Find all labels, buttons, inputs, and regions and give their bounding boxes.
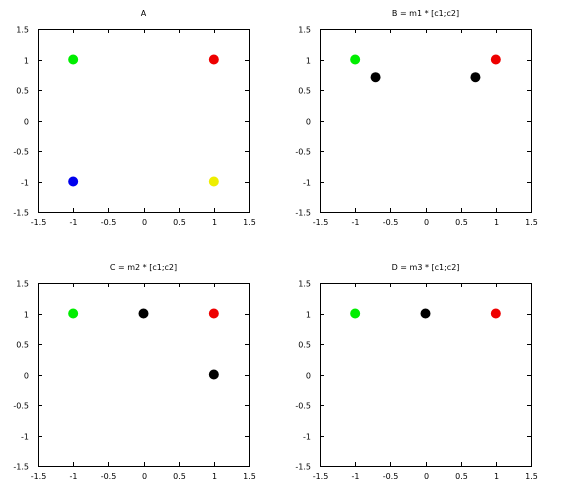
chart-title: D = m3 * [c1;c2] bbox=[392, 263, 460, 272]
x-tick-label: -0.5 bbox=[101, 472, 117, 481]
y-tick-label: -0.5 bbox=[13, 148, 29, 157]
data-point bbox=[68, 176, 79, 187]
y-tick-label: -1 bbox=[303, 433, 311, 442]
y-tick-label: 0 bbox=[24, 372, 29, 381]
x-tick-label: -1.5 bbox=[31, 218, 47, 227]
y-tick-label: -1.5 bbox=[295, 463, 311, 472]
data-point bbox=[420, 308, 431, 319]
y-tick-label: 0.5 bbox=[298, 87, 311, 96]
data-point bbox=[370, 72, 381, 83]
y-tick-label: 1.5 bbox=[298, 280, 311, 289]
data-point bbox=[208, 369, 219, 380]
x-tick-label: -1 bbox=[70, 472, 78, 481]
chart-title: C = m2 * [c1;c2] bbox=[110, 263, 177, 272]
data-point bbox=[208, 308, 219, 319]
x-tick-label: -0.5 bbox=[383, 472, 399, 481]
y-tick-label: 1 bbox=[306, 57, 311, 66]
y-tick-label: 0 bbox=[306, 372, 311, 381]
x-tick-label: 0 bbox=[424, 218, 429, 227]
data-point bbox=[208, 54, 219, 65]
x-tick-label: 0 bbox=[142, 218, 147, 227]
data-point bbox=[470, 72, 481, 83]
x-tick-label: -0.5 bbox=[101, 218, 117, 227]
x-tick-label: -1.5 bbox=[313, 218, 329, 227]
data-point bbox=[68, 308, 79, 319]
x-tick-label: -0.5 bbox=[383, 218, 399, 227]
x-tick-label: 0.5 bbox=[455, 472, 468, 481]
y-tick-label: -0.5 bbox=[295, 402, 311, 411]
x-tick-label: -1 bbox=[70, 218, 78, 227]
x-tick-label: -1.5 bbox=[313, 472, 329, 481]
x-tick-label: -1.5 bbox=[31, 472, 47, 481]
data-point bbox=[68, 54, 79, 65]
subplot-2: B = m1 * [c1;c2] -1.5 -1 -0.5 0 0.5 1 1.5 1.5 1 0.… bbox=[295, 9, 537, 227]
y-tick-label: 0.5 bbox=[16, 341, 29, 350]
x-tick-label: 1.5 bbox=[243, 472, 256, 481]
x-tick-label: -1 bbox=[352, 472, 360, 481]
x-tick-label: -1 bbox=[352, 218, 360, 227]
chart-title: B = m1 * [c1;c2] bbox=[392, 9, 459, 18]
x-tick-label: 0.5 bbox=[173, 472, 186, 481]
data-point bbox=[208, 176, 219, 187]
data-point bbox=[490, 54, 501, 65]
data-point bbox=[350, 54, 361, 65]
subplot-4: D = m3 * [c1;c2] -1.5 -1 -0.5 0 0.5 1 1.5 1.5 1 0.… bbox=[295, 263, 537, 481]
x-tick-label: 1 bbox=[494, 218, 499, 227]
subplot-1: A -1.5 -1 -0.5 0 0.5 1 1.5 1.5 1 0.5 0 -0.5 -1 -1.5 bbox=[13, 9, 255, 227]
y-tick-label: 1.5 bbox=[16, 280, 29, 289]
y-tick-label: -1.5 bbox=[13, 209, 29, 218]
chart-title: A bbox=[141, 9, 147, 18]
x-tick-label: 1.5 bbox=[525, 218, 538, 227]
data-point bbox=[350, 308, 361, 319]
y-tick-label: 0 bbox=[24, 118, 29, 127]
y-tick-label: -1.5 bbox=[13, 463, 29, 472]
y-tick-label: -1.5 bbox=[295, 209, 311, 218]
x-tick-label: 1.5 bbox=[243, 218, 256, 227]
y-tick-label: 0.5 bbox=[16, 87, 29, 96]
x-tick-label: 0 bbox=[424, 472, 429, 481]
data-point bbox=[138, 308, 149, 319]
x-tick-label: 1 bbox=[494, 472, 499, 481]
x-tick-label: 1 bbox=[212, 472, 217, 481]
y-tick-label: -0.5 bbox=[295, 148, 311, 157]
y-tick-label: 0 bbox=[306, 118, 311, 127]
y-tick-label: 1.5 bbox=[298, 26, 311, 35]
y-tick-label: -1 bbox=[21, 433, 29, 442]
subplot-3: C = m2 * [c1;c2] -1.5 -1 -0.5 0 0.5 1 1.5 1.5 1 0.… bbox=[13, 263, 255, 481]
data-point bbox=[490, 308, 501, 319]
x-tick-label: 0 bbox=[142, 472, 147, 481]
y-tick-label: 1 bbox=[306, 311, 311, 320]
x-tick-label: 0.5 bbox=[173, 218, 186, 227]
y-tick-label: 1 bbox=[24, 311, 29, 320]
x-tick-label: 0.5 bbox=[455, 218, 468, 227]
y-tick-label: -0.5 bbox=[13, 402, 29, 411]
y-tick-label: -1 bbox=[21, 179, 29, 188]
y-tick-label: 0.5 bbox=[298, 341, 311, 350]
x-tick-label: 1.5 bbox=[525, 472, 538, 481]
y-tick-label: -1 bbox=[303, 179, 311, 188]
y-tick-label: 1.5 bbox=[16, 26, 29, 35]
x-tick-label: 1 bbox=[212, 218, 217, 227]
y-tick-label: 1 bbox=[24, 57, 29, 66]
